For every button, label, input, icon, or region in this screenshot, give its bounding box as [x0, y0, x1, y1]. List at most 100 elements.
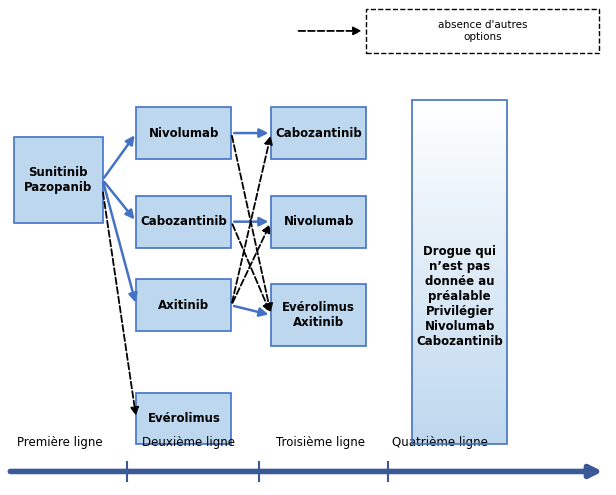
Bar [412, 281, 508, 283]
Bar [412, 322, 508, 324]
Bar [412, 219, 508, 220]
Bar [412, 184, 508, 186]
Bar [412, 312, 508, 313]
Bar [412, 177, 508, 179]
Bar [412, 114, 508, 115]
Bar [412, 198, 508, 200]
Bar [412, 233, 508, 234]
Bar [412, 425, 508, 427]
Text: Axitinib: Axitinib [158, 299, 209, 312]
Bar [412, 162, 508, 163]
Bar [412, 215, 508, 217]
Bar [412, 150, 508, 151]
Bar [412, 129, 508, 131]
Bar [412, 267, 508, 269]
Bar [412, 253, 508, 255]
Bar [412, 303, 508, 305]
Bar [412, 349, 508, 351]
Bar [412, 136, 508, 138]
Bar [412, 277, 508, 279]
Text: Evérolimus
Axitinib: Evérolimus Axitinib [282, 301, 355, 329]
Bar [412, 432, 508, 434]
Bar [412, 165, 508, 167]
Bar [412, 283, 508, 284]
Bar [412, 274, 508, 276]
Bar [412, 258, 508, 260]
Bar [412, 157, 508, 158]
Bar [412, 169, 508, 170]
Bar [412, 391, 508, 393]
Bar [412, 127, 508, 129]
Bar [412, 333, 508, 334]
Bar [412, 208, 508, 210]
Bar [412, 197, 508, 198]
Bar [412, 212, 508, 213]
Bar [412, 291, 508, 293]
Bar [412, 251, 508, 253]
Bar [412, 343, 508, 345]
Bar [412, 310, 508, 312]
Bar [412, 413, 508, 415]
Bar [412, 313, 508, 315]
Bar [412, 206, 508, 208]
Bar [412, 124, 508, 126]
Bar [412, 217, 508, 219]
FancyBboxPatch shape [136, 107, 232, 159]
Bar [412, 170, 508, 172]
Bar [412, 203, 508, 205]
Bar [412, 220, 508, 222]
Bar [412, 227, 508, 229]
Bar [412, 412, 508, 413]
Bar [412, 200, 508, 201]
Bar [412, 158, 508, 160]
FancyBboxPatch shape [14, 137, 103, 223]
Bar [412, 315, 508, 317]
Bar [412, 279, 508, 281]
Bar [412, 296, 508, 298]
Bar [412, 424, 508, 425]
Text: Sunitinib
Pazopanib: Sunitinib Pazopanib [24, 166, 92, 194]
Bar [412, 431, 508, 432]
Bar [412, 320, 508, 322]
Bar [412, 270, 508, 272]
Bar [412, 143, 508, 145]
Bar [412, 301, 508, 303]
Bar [412, 434, 508, 436]
Bar [412, 231, 508, 233]
Bar [412, 141, 508, 143]
Bar [412, 145, 508, 147]
Bar [412, 134, 508, 136]
Bar [412, 179, 508, 181]
Bar [412, 160, 508, 162]
Bar [412, 255, 508, 256]
Bar [412, 360, 508, 362]
Text: Première ligne: Première ligne [17, 436, 102, 449]
Text: Cabozantinib: Cabozantinib [275, 127, 362, 140]
Bar [412, 248, 508, 249]
Bar [412, 436, 508, 438]
Bar [412, 240, 508, 241]
Bar [412, 334, 508, 336]
Bar [412, 396, 508, 398]
Bar [412, 245, 508, 247]
FancyBboxPatch shape [271, 107, 367, 159]
Bar [412, 308, 508, 310]
Bar [412, 443, 508, 445]
Bar [412, 181, 508, 183]
Bar [412, 358, 508, 360]
Bar [412, 115, 508, 117]
Bar [412, 243, 508, 245]
Bar [412, 326, 508, 327]
Bar [412, 272, 508, 274]
Bar [412, 122, 508, 124]
Bar [412, 188, 508, 190]
Text: Cabozantinib: Cabozantinib [140, 215, 227, 228]
Bar [412, 236, 508, 238]
Bar [412, 441, 508, 443]
Bar [412, 107, 508, 108]
Bar [412, 247, 508, 248]
Bar [412, 222, 508, 224]
Bar [412, 229, 508, 231]
Bar [412, 126, 508, 127]
Bar [412, 419, 508, 420]
